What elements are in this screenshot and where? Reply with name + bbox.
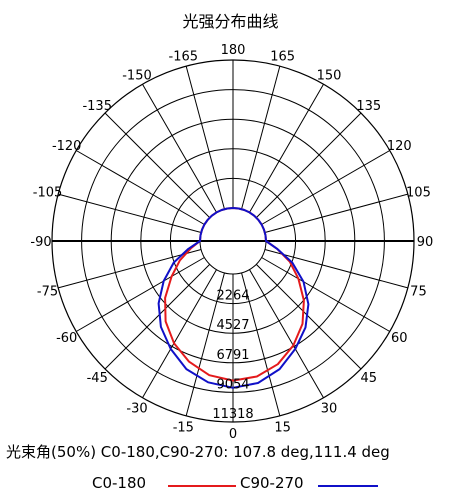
legend-line-c0-180 [168,485,236,487]
angle-label: 105 [406,185,431,200]
angle-label: 180 [221,43,246,58]
angle-label: 135 [356,99,381,114]
grid-spoke [75,257,205,332]
angle-label: -45 [87,371,108,386]
grid-spoke [261,150,391,225]
legend-line-c90-270 [318,485,378,487]
radial-label: 11318 [212,407,253,422]
radial-label: 2264 [216,289,249,304]
angle-label: -90 [30,235,51,250]
angle-label: 45 [360,371,377,386]
grid-spoke [142,269,217,399]
angle-label: 90 [417,235,434,250]
series-line-c90-270 [157,207,310,389]
legend: C0-180 C90-270 [0,474,461,496]
grid-spoke [58,193,202,233]
angle-label: 0 [229,427,237,442]
radial-label: 4527 [216,318,249,333]
angle-label: 150 [317,69,342,84]
grid-spoke [255,263,362,370]
grid-spoke [104,112,211,219]
grid-spoke [185,272,225,416]
angle-label: 120 [387,139,412,154]
grid-spoke [264,249,408,289]
angle-label: -30 [126,401,147,416]
angle-label: -150 [122,69,152,84]
legend-label-c0-180: C0-180 [92,474,147,492]
grid-spoke [104,263,211,370]
radial-label: 9054 [216,377,249,392]
grid-spoke [75,150,205,225]
beam-angle-text: 光束角(50%) C0-180,C90-270: 107.8 deg,111.4… [6,443,390,461]
polar-grid [51,59,415,423]
angle-label: -75 [37,285,58,300]
angle-label: -135 [82,99,112,114]
series-layer [157,207,310,389]
angle-label: -60 [56,331,77,346]
radial-label: 6791 [216,348,249,363]
angle-label: 60 [391,331,408,346]
angle-labels: 180 1651501351201059075604530150-15-30-45… [30,43,433,442]
legend-label-c90-270: C90-270 [240,474,304,492]
angle-label: -105 [33,185,63,200]
grid-spoke [255,112,362,219]
angle-label: 165 [270,50,295,65]
grid-spoke [142,83,217,213]
grid-spoke [241,272,281,416]
grid-spoke [241,66,281,210]
angle-label: -120 [52,139,82,154]
angle-label: -165 [169,50,199,65]
grid-spoke [249,269,324,399]
radial-labels: 2264 4527 6791 9054 11318 [212,289,253,422]
grid-spoke [185,66,225,210]
grid-spoke [261,257,391,332]
grid-spoke [264,193,408,233]
angle-label: 30 [321,401,338,416]
grid-spoke [249,83,324,213]
angle-label: 75 [410,285,427,300]
angle-label: 15 [274,420,291,435]
chart-title: 光强分布曲线 [182,12,279,31]
angle-label: -15 [173,420,194,435]
grid-spoke [58,249,202,289]
